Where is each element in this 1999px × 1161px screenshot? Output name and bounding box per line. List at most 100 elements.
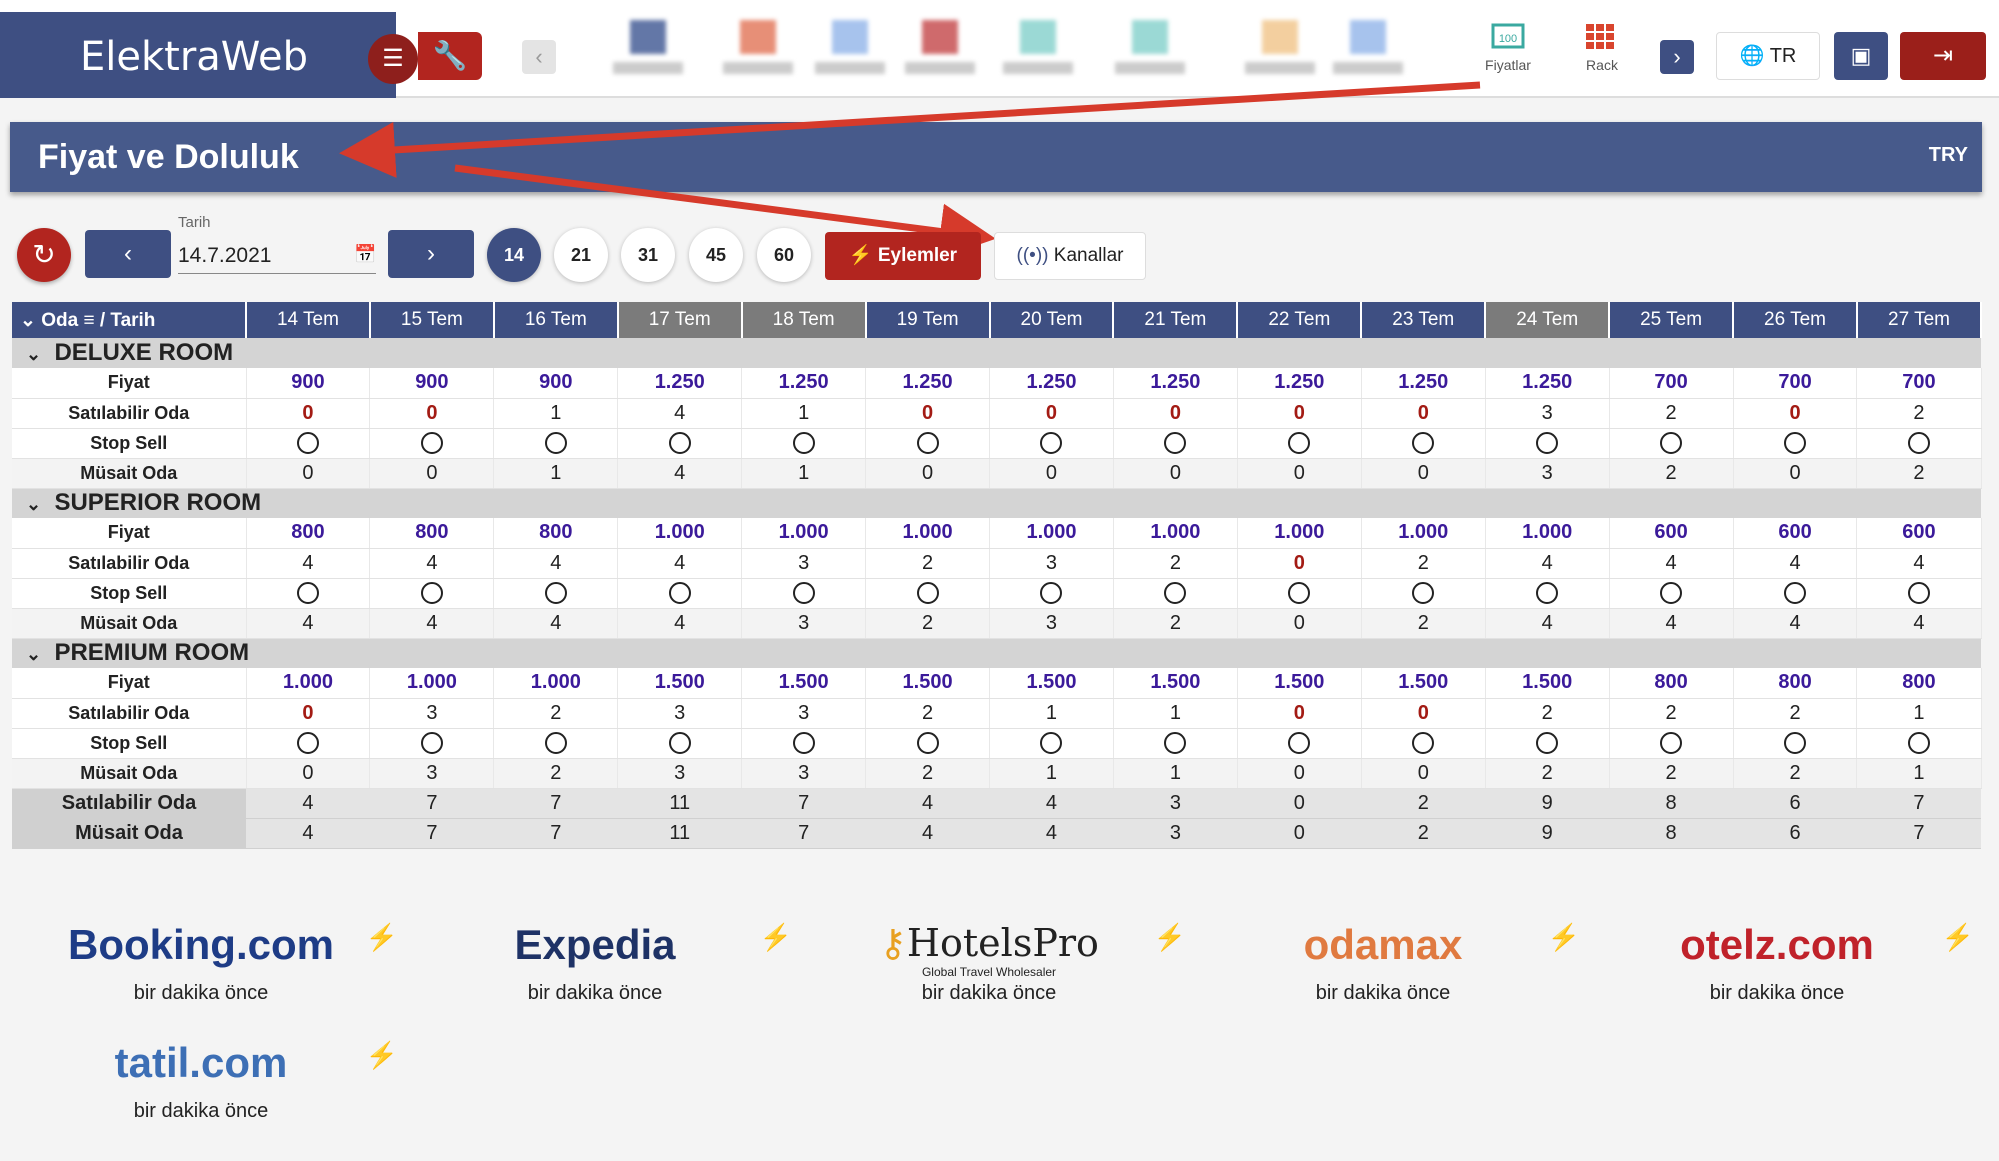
fiyatlar-button[interactable]: 100 Fiyatlar	[1478, 20, 1538, 73]
stop-sell-toggle[interactable]	[1485, 428, 1610, 459]
stop-sell-toggle[interactable]	[1856, 578, 1982, 609]
date-header[interactable]: 18 Tem	[741, 302, 867, 338]
stop-sell-toggle[interactable]	[1361, 578, 1486, 609]
stop-sell-toggle[interactable]	[246, 578, 371, 609]
date-header[interactable]: 14 Tem	[246, 302, 371, 338]
date-header[interactable]: 25 Tem	[1609, 302, 1735, 338]
cell-price[interactable]: 600	[1733, 518, 1858, 549]
cell-price[interactable]: 1.500	[1485, 668, 1610, 699]
stop-sell-toggle[interactable]	[741, 428, 867, 459]
stop-sell-toggle[interactable]	[865, 428, 991, 459]
toolbar-item-blurred-3[interactable]	[800, 20, 900, 74]
stop-sell-toggle[interactable]	[493, 728, 619, 759]
room-section-header[interactable]: ⌄ SUPERIOR ROOM	[12, 488, 1981, 518]
toolbar-item-blurred-1[interactable]	[598, 20, 698, 74]
cell-price[interactable]: 1.250	[1485, 368, 1610, 399]
channel-card[interactable]: otelz.com bir dakika önce ⚡	[1580, 912, 1974, 1022]
date-header[interactable]: 15 Tem	[369, 302, 495, 338]
stop-sell-toggle[interactable]	[989, 578, 1114, 609]
cell-price[interactable]: 900	[369, 368, 495, 399]
date-header[interactable]: 23 Tem	[1361, 302, 1487, 338]
stop-sell-toggle[interactable]	[246, 428, 371, 459]
logout-button[interactable]: ⇥	[1900, 32, 1986, 80]
stop-sell-toggle[interactable]	[1856, 428, 1982, 459]
stop-sell-toggle[interactable]	[1237, 728, 1362, 759]
cell-price[interactable]: 800	[369, 518, 495, 549]
cell-price[interactable]: 1.500	[989, 668, 1114, 699]
cell-price[interactable]: 1.250	[1237, 368, 1362, 399]
stop-sell-toggle[interactable]	[1361, 728, 1486, 759]
range-21-button[interactable]: 21	[554, 228, 608, 282]
toolbar-item-blurred-8[interactable]	[1318, 20, 1418, 74]
cell-price[interactable]: 1.250	[1361, 368, 1486, 399]
date-header[interactable]: 26 Tem	[1733, 302, 1858, 338]
stop-sell-toggle[interactable]	[1733, 428, 1858, 459]
cell-price[interactable]: 900	[246, 368, 371, 399]
stop-sell-toggle[interactable]	[369, 728, 495, 759]
cell-price[interactable]: 1.000	[246, 668, 371, 699]
toolbar-item-blurred-2[interactable]	[708, 20, 808, 74]
tools-button[interactable]: 🔧	[418, 32, 482, 80]
bolt-icon[interactable]: ⚡	[365, 922, 398, 952]
cell-price[interactable]: 1.250	[1113, 368, 1238, 399]
stop-sell-toggle[interactable]	[1113, 428, 1238, 459]
eylemler-button[interactable]: ⚡ Eylemler	[825, 232, 981, 280]
stop-sell-toggle[interactable]	[369, 578, 495, 609]
channel-card[interactable]: Expedia bir dakika önce ⚡	[398, 912, 792, 1022]
channel-card[interactable]: tatil.com bir dakika önce ⚡	[4, 1030, 398, 1140]
stop-sell-toggle[interactable]	[1237, 428, 1362, 459]
cell-price[interactable]: 1.250	[989, 368, 1114, 399]
cell-price[interactable]: 1.000	[1237, 518, 1362, 549]
screen-lock-button[interactable]: ▣	[1834, 32, 1888, 80]
stop-sell-toggle[interactable]	[989, 428, 1114, 459]
cell-price[interactable]: 900	[493, 368, 619, 399]
stop-sell-toggle[interactable]	[1856, 728, 1982, 759]
cell-price[interactable]: 800	[493, 518, 619, 549]
refresh-button[interactable]: ↻	[17, 228, 71, 282]
stop-sell-toggle[interactable]	[1733, 728, 1858, 759]
cell-price[interactable]: 1.000	[865, 518, 991, 549]
stop-sell-toggle[interactable]	[1113, 578, 1238, 609]
rack-button[interactable]: Rack	[1572, 20, 1632, 73]
room-section-header[interactable]: ⌄ DELUXE ROOM	[12, 338, 1981, 368]
cell-price[interactable]: 1.000	[369, 668, 495, 699]
cell-price[interactable]: 700	[1733, 368, 1858, 399]
stop-sell-toggle[interactable]	[1113, 728, 1238, 759]
language-selector[interactable]: 🌐 TR	[1716, 32, 1820, 80]
channel-card[interactable]: Booking.com bir dakika önce ⚡	[4, 912, 398, 1022]
stop-sell-toggle[interactable]	[246, 728, 371, 759]
cell-price[interactable]: 1.000	[741, 518, 867, 549]
cell-price[interactable]: 1.500	[865, 668, 991, 699]
toolbar-item-blurred-4[interactable]	[890, 20, 990, 74]
cell-price[interactable]: 800	[1609, 668, 1734, 699]
date-header[interactable]: 27 Tem	[1856, 302, 1983, 338]
cell-price[interactable]: 600	[1856, 518, 1982, 549]
range-45-button[interactable]: 45	[689, 228, 743, 282]
cell-price[interactable]: 1.500	[617, 668, 743, 699]
cell-price[interactable]: 1.000	[1361, 518, 1486, 549]
cell-price[interactable]: 800	[1733, 668, 1858, 699]
cell-price[interactable]: 1.000	[617, 518, 743, 549]
range-31-button[interactable]: 31	[621, 228, 675, 282]
stop-sell-toggle[interactable]	[617, 428, 743, 459]
date-next-button[interactable]: ›	[388, 230, 474, 278]
cell-price[interactable]: 700	[1609, 368, 1734, 399]
stop-sell-toggle[interactable]	[1485, 728, 1610, 759]
stop-sell-toggle[interactable]	[1237, 578, 1362, 609]
toolbar-item-blurred-5[interactable]	[988, 20, 1088, 74]
cell-price[interactable]: 1.500	[1237, 668, 1362, 699]
kanallar-button[interactable]: ((•)) Kanallar	[994, 232, 1146, 280]
bolt-icon[interactable]: ⚡	[1547, 922, 1580, 952]
bolt-icon[interactable]: ⚡	[759, 922, 792, 952]
stop-sell-toggle[interactable]	[741, 578, 867, 609]
date-header[interactable]: 22 Tem	[1237, 302, 1363, 338]
grid-header-corner[interactable]: ⌄ Oda ≡ / Tarih	[12, 302, 247, 338]
cell-price[interactable]: 800	[246, 518, 371, 549]
toolbar-prev-button[interactable]: ‹	[522, 40, 556, 74]
stop-sell-toggle[interactable]	[493, 428, 619, 459]
cell-price[interactable]: 1.250	[865, 368, 991, 399]
stop-sell-toggle[interactable]	[865, 578, 991, 609]
bolt-icon[interactable]: ⚡	[1941, 922, 1974, 952]
date-header[interactable]: 19 Tem	[865, 302, 991, 338]
stop-sell-toggle[interactable]	[865, 728, 991, 759]
